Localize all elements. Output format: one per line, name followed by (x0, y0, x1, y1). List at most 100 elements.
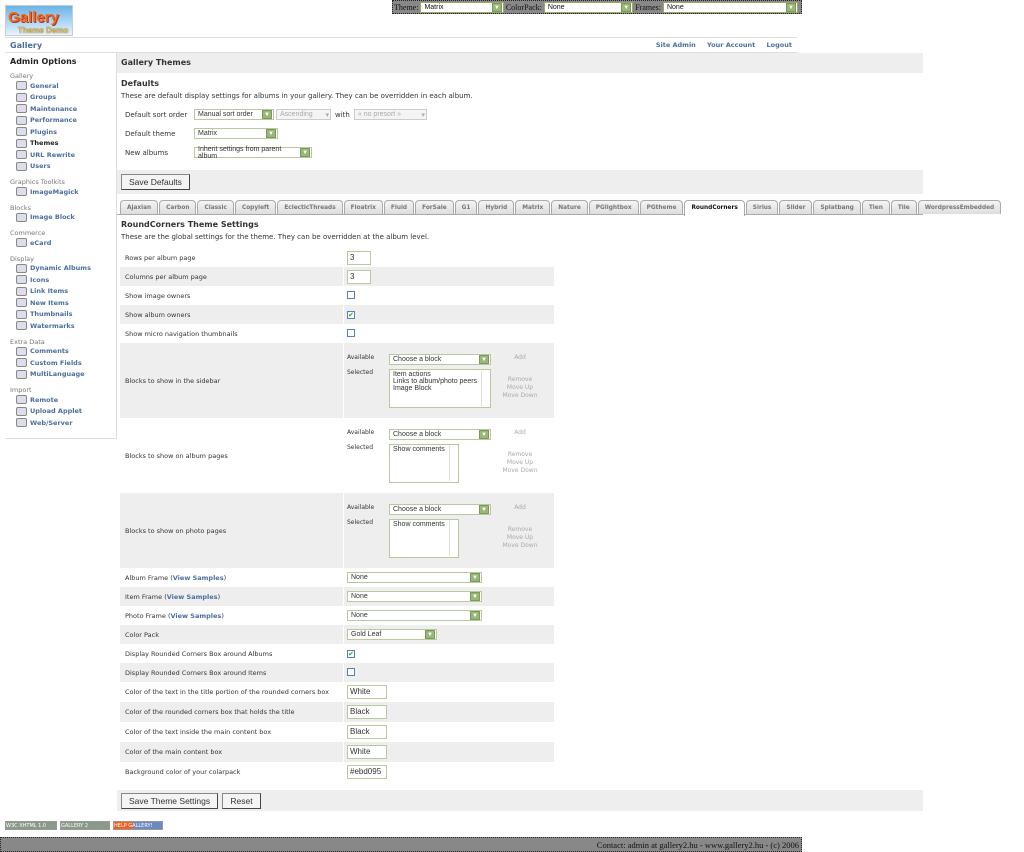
tab-slider[interactable]: Slider (779, 200, 813, 214)
tab-hybrid[interactable]: Hybrid (478, 200, 515, 214)
sidebar-item-web-server[interactable]: Web/Server (10, 417, 116, 429)
tab-floatrix[interactable]: Floatrix (343, 200, 383, 214)
view-samples-link[interactable]: View Samples (170, 611, 222, 620)
checkbox-unchecked[interactable] (347, 328, 355, 337)
tab-classic[interactable]: Classic (197, 200, 234, 214)
sidebar-item-themes[interactable]: Themes (10, 138, 116, 150)
setting-text-input[interactable]: 3 (347, 269, 371, 284)
tab-carbon[interactable]: Carbon (159, 200, 197, 214)
colorpack-select[interactable]: None ▼ (543, 1, 634, 13)
sidebar-item-maintenance[interactable]: Maintenance (10, 103, 116, 115)
tab-sirius[interactable]: Sirius (745, 200, 779, 214)
tab-roundcorners[interactable]: RoundCorners (684, 200, 745, 216)
list-scrollbar[interactable] (449, 445, 457, 481)
sidebar-item-ecard[interactable]: eCard (10, 237, 116, 249)
tab-nature[interactable]: Nature (551, 200, 588, 214)
view-samples-link[interactable]: View Samples (166, 592, 218, 601)
selected-block-item[interactable]: Image Block (393, 384, 432, 392)
setting-text-input[interactable]: Black (347, 705, 387, 719)
sidebar-item-dynamic-albums[interactable]: Dynamic Albums (10, 263, 116, 275)
sidebar-item-multilanguage[interactable]: MultiLanguage (10, 369, 116, 381)
setting-text-input[interactable]: 3 (347, 250, 371, 265)
default-theme-select[interactable]: Matrix ▼ (194, 128, 278, 139)
checkbox-checked[interactable]: ✔ (347, 310, 355, 319)
view-samples-link[interactable]: View Samples (172, 573, 224, 582)
list-scrollbar[interactable] (481, 370, 489, 406)
setting-text-input[interactable]: White (347, 745, 387, 759)
tab-pglightbox[interactable]: PGlightbox (588, 200, 639, 214)
checkbox-unchecked[interactable] (347, 290, 355, 299)
sidebar-item-new-items[interactable]: New Items (10, 297, 116, 309)
sidebar-item-upload-applet[interactable]: Upload Applet (10, 406, 116, 418)
save-theme-settings-button[interactable]: Save Theme Settings (121, 793, 219, 809)
sidebar-item-watermarks[interactable]: Watermarks (10, 320, 116, 332)
list-scrollbar[interactable] (449, 520, 457, 556)
setting-text-input[interactable]: Black (347, 725, 387, 739)
selected-block-item[interactable]: Show comments (393, 520, 445, 528)
available-block-select[interactable]: Choose a block ▼ (389, 503, 491, 515)
breadcrumb-gallery-link[interactable]: Gallery (10, 40, 43, 50)
sidebar-item-thumbnails[interactable]: Thumbnails (10, 309, 116, 321)
tab-forsale[interactable]: ForSale (415, 200, 454, 214)
sidebar-item-remote[interactable]: Remote (10, 394, 116, 406)
reset-button[interactable]: Reset (222, 793, 261, 809)
sidebar-item-users[interactable]: Users (10, 161, 116, 173)
selected-blocks-list[interactable]: Item actions Links to album/photo peers Im… (389, 368, 491, 408)
sidebar-item-comments[interactable]: Comments (10, 346, 116, 358)
sidebar-item-groups[interactable]: Groups (10, 92, 116, 104)
tab-matrix[interactable]: Matrix (515, 200, 551, 214)
move-up-button[interactable]: Move Up (506, 533, 534, 541)
selected-block-item[interactable]: Links to album/photo peers (393, 377, 478, 385)
sort-direction-select[interactable]: Ascending ▾ (276, 109, 331, 120)
move-down-button[interactable]: Move Down (502, 541, 538, 549)
sidebar-item-general[interactable]: General (10, 80, 116, 92)
checkbox-unchecked[interactable] (347, 667, 355, 676)
sidebar-item-plugins[interactable]: Plugins (10, 126, 116, 138)
tab-tile[interactable]: Tile (890, 200, 917, 214)
selected-blocks-list[interactable]: Show comments (389, 518, 459, 558)
selected-blocks-list[interactable]: Show comments (389, 443, 459, 483)
sidebar-item-icons[interactable]: Icons (10, 274, 116, 286)
add-block-button[interactable]: Add (514, 428, 526, 436)
remove-button[interactable]: Remove (507, 525, 533, 533)
tab-splatbang[interactable]: Splatbang (813, 200, 861, 214)
frames-select[interactable]: None ▼ (662, 1, 798, 13)
tab-copyleft[interactable]: Copyleft (234, 200, 277, 214)
sidebar-item-performance[interactable]: Performance (10, 115, 116, 127)
setting-select[interactable]: None ▼ (347, 610, 482, 621)
sidebar-item-image-block[interactable]: Image Block (10, 212, 116, 224)
tab-ajaxian[interactable]: Ajaxian (120, 200, 159, 214)
move-up-button[interactable]: Move Up (506, 458, 534, 466)
move-up-button[interactable]: Move Up (506, 383, 534, 391)
theme-select[interactable]: Matrix ▼ (420, 1, 504, 13)
gallery2-badge[interactable]: GALLERY 2 (60, 821, 110, 830)
add-block-button[interactable]: Add (514, 503, 526, 511)
help-gallery-badge[interactable]: HELP GALLERY! (113, 821, 163, 830)
setting-text-input[interactable]: White (347, 685, 387, 699)
gallery-logo[interactable]: Gallery Theme Demo (5, 5, 73, 36)
remove-button[interactable]: Remove (507, 450, 533, 458)
available-block-select[interactable]: Choose a block ▼ (389, 428, 491, 440)
setting-text-input[interactable]: #ebd095 (347, 765, 387, 779)
sidebar-item-url-rewrite[interactable]: URL Rewrite (10, 149, 116, 161)
tab-g1[interactable]: G1 (454, 200, 478, 214)
tab-fluid[interactable]: Fluid (383, 200, 415, 214)
selected-block-item[interactable]: Item actions (393, 370, 431, 378)
sidebar-item-custom-fields[interactable]: Custom Fields (10, 357, 116, 369)
your-account-link[interactable]: Your Account (707, 41, 756, 49)
remove-button[interactable]: Remove (507, 375, 533, 383)
move-down-button[interactable]: Move Down (502, 391, 538, 399)
tab-eclecticthreads[interactable]: EclecticThreads (277, 200, 343, 214)
sort-order-select[interactable]: Manual sort order ▼ (194, 109, 274, 120)
tab-pgtheme[interactable]: PGtheme (639, 200, 684, 214)
setting-select[interactable]: None ▼ (347, 591, 482, 602)
xhtml-badge[interactable]: W3C XHTML 1.0 (5, 821, 57, 830)
setting-select[interactable]: None ▼ (347, 572, 482, 583)
available-block-select[interactable]: Choose a block ▼ (389, 353, 491, 365)
move-down-button[interactable]: Move Down (502, 466, 538, 474)
add-block-button[interactable]: Add (514, 353, 526, 361)
save-defaults-button[interactable]: Save Defaults (121, 174, 190, 190)
site-admin-link[interactable]: Site Admin (655, 41, 696, 49)
new-albums-select[interactable]: Inherit settings from parent album ▼ (194, 146, 312, 160)
presort-select[interactable]: « no presort » ▾ (353, 109, 427, 120)
